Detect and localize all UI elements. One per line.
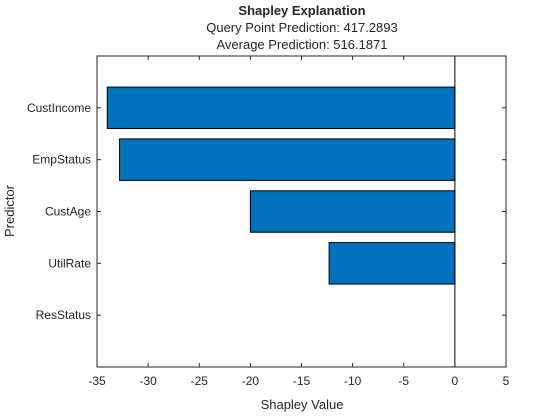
bar-empstatus bbox=[118, 138, 456, 181]
chart-subtitle-line-1: Query Point Prediction: 417.2893 bbox=[206, 20, 398, 35]
y-tick-label: EmpStatus bbox=[32, 153, 91, 167]
x-tick-label: 5 bbox=[503, 374, 510, 388]
plot-area: CustIncome EmpStatus CustAge UtilRate ResSta… bbox=[27, 55, 510, 388]
x-tick-label: -5 bbox=[398, 374, 409, 388]
x-tick-label: -10 bbox=[344, 374, 362, 388]
x-tick-label: -20 bbox=[242, 374, 260, 388]
x-tick-label: -35 bbox=[88, 374, 106, 388]
y-axis-label: Predictor bbox=[2, 184, 17, 237]
bar-custincome bbox=[106, 86, 456, 130]
bar-utilrate bbox=[328, 242, 456, 285]
bar-custage bbox=[249, 190, 456, 233]
x-tick-label: -30 bbox=[139, 374, 157, 388]
chart-title: Shapley Explanation bbox=[238, 3, 365, 18]
chart-subtitle-line-2: Average Prediction: 516.1871 bbox=[216, 37, 387, 52]
y-tick-label: CustAge bbox=[45, 205, 91, 219]
y-tick-label: CustIncome bbox=[27, 101, 91, 115]
x-tick-label: -15 bbox=[293, 374, 311, 388]
x-tick-label: 0 bbox=[452, 374, 459, 388]
y-tick-label: ResStatus bbox=[36, 308, 91, 322]
y-tick-label: UtilRate bbox=[48, 256, 91, 270]
x-axis-label: Shapley Value bbox=[261, 397, 344, 412]
x-tick-label: -25 bbox=[191, 374, 209, 388]
